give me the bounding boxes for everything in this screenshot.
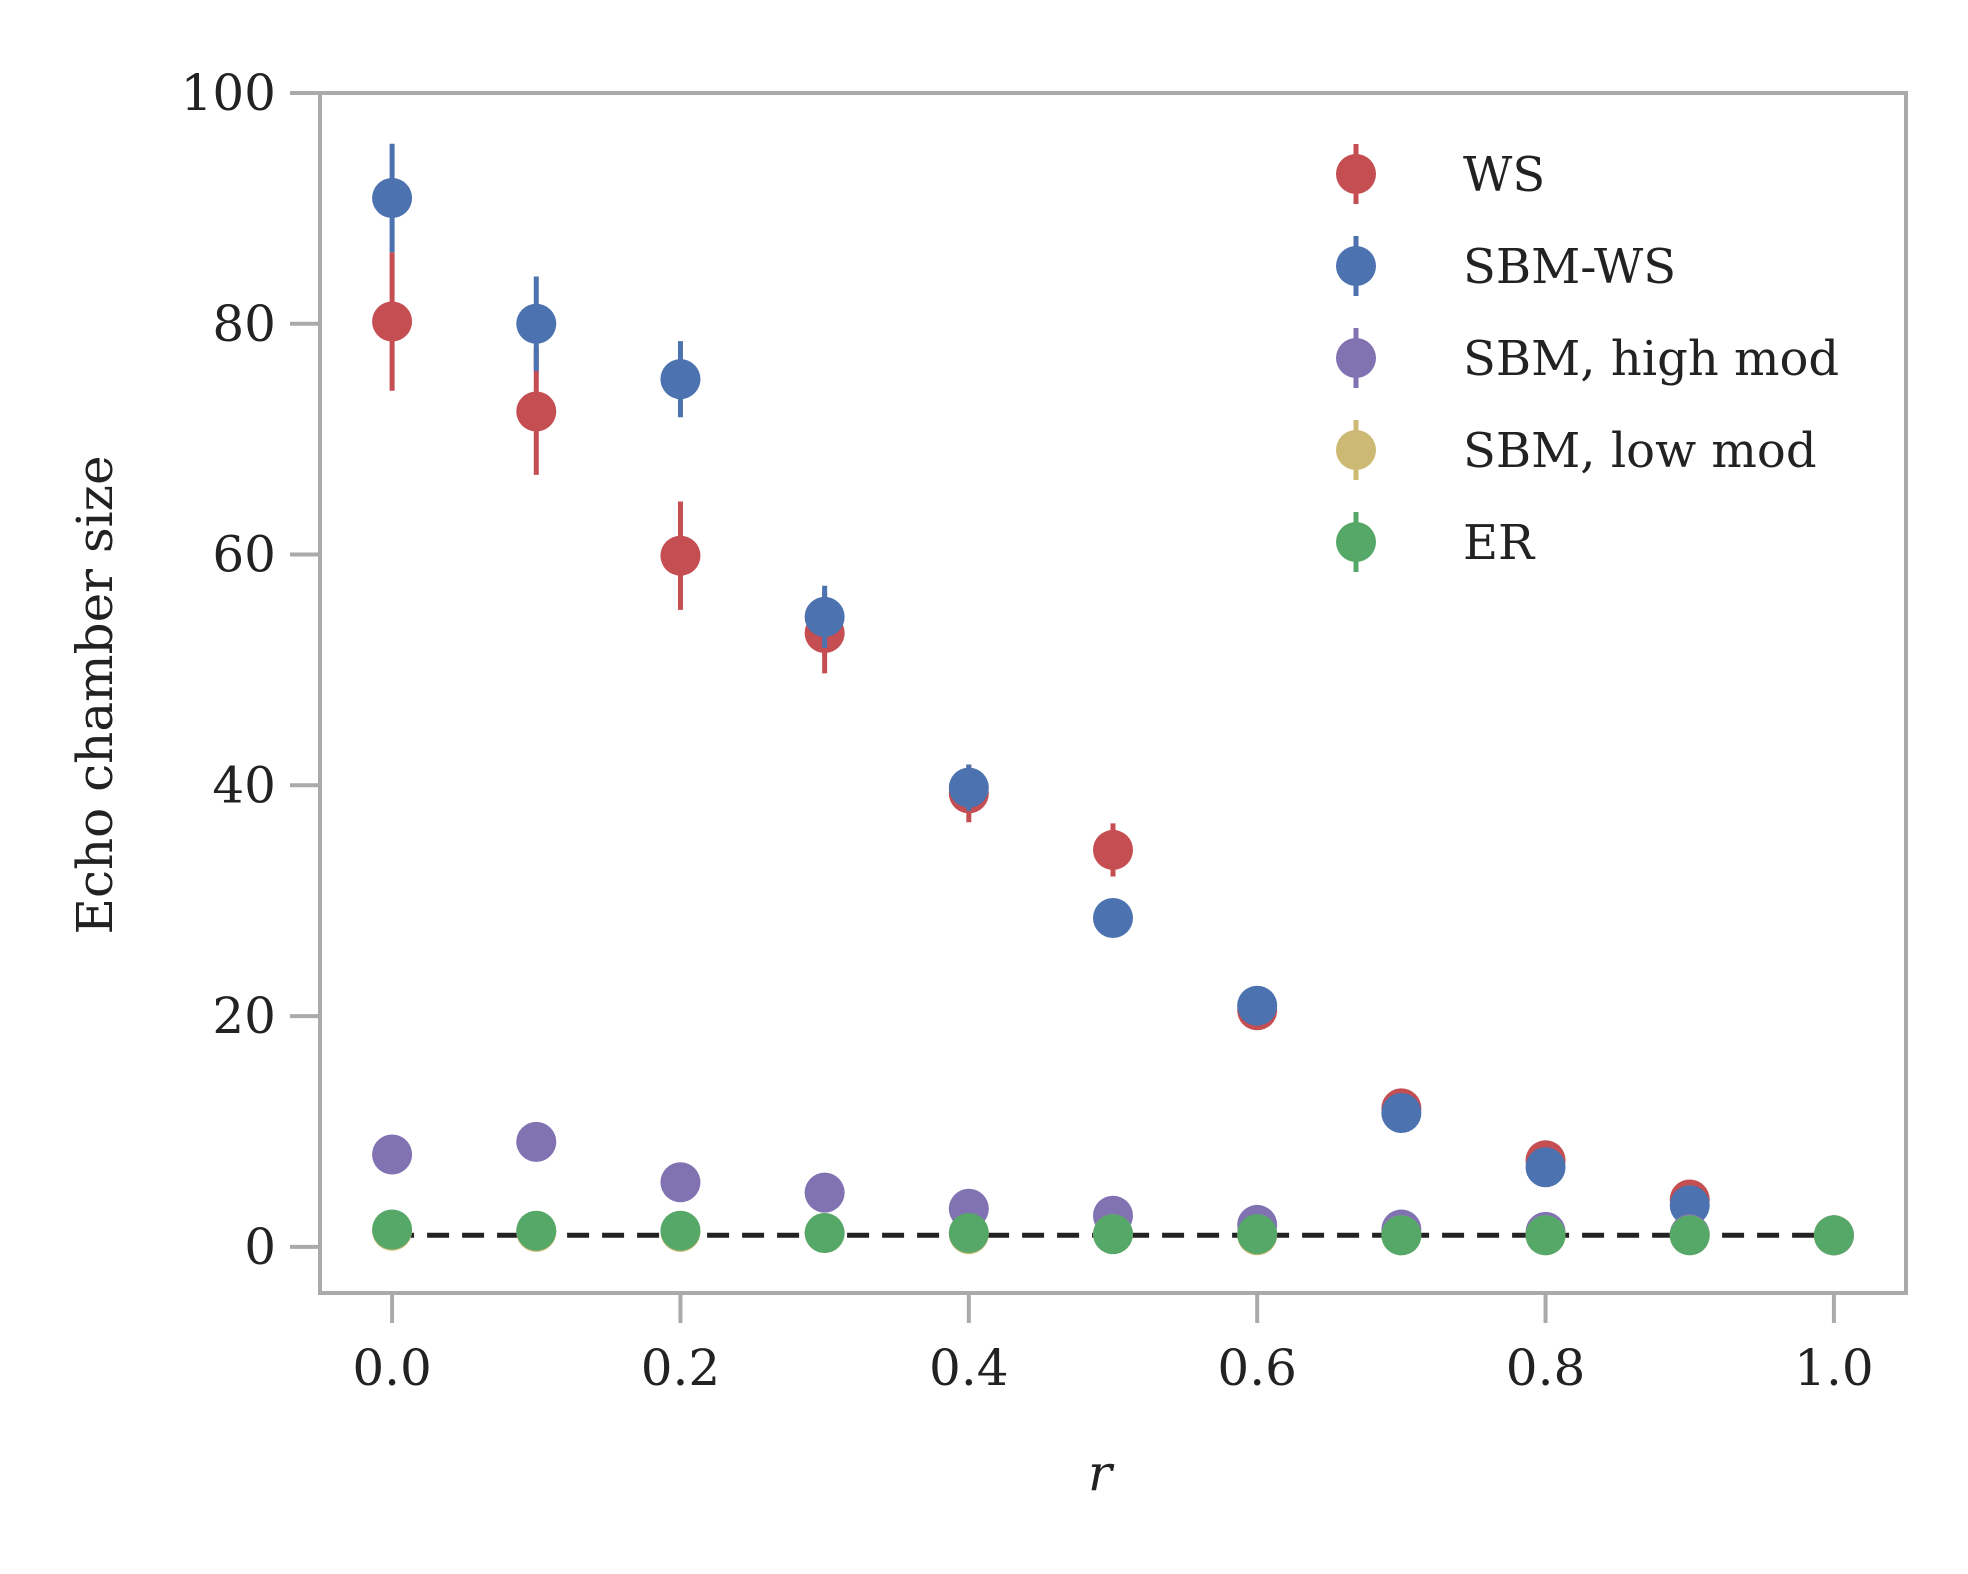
data-point <box>660 535 701 576</box>
data-point <box>516 391 557 432</box>
x-tick-label: 0.2 <box>641 1339 721 1397</box>
legend-marker <box>1336 246 1376 286</box>
data-point <box>660 1210 701 1251</box>
data-point <box>516 303 557 344</box>
data-point <box>1669 1185 1710 1226</box>
legend-label: SBM, low mod <box>1463 423 1817 479</box>
data-point <box>1237 1214 1278 1255</box>
legend-marker <box>1336 430 1376 470</box>
data-point <box>1525 1215 1566 1256</box>
data-point <box>1381 1093 1422 1133</box>
x-tick-label: 0.6 <box>1217 1339 1297 1397</box>
data-point <box>1525 1147 1566 1188</box>
data-point <box>804 1213 845 1253</box>
data-point <box>804 596 845 637</box>
y-tick-label: 60 <box>212 526 276 584</box>
legend-marker <box>1336 338 1376 378</box>
data-point <box>516 1210 557 1251</box>
plot-frame <box>318 91 1908 1295</box>
data-point <box>372 1134 413 1175</box>
legend: WS SBM-WS SBM, high mod SBM, low mod ER <box>1336 144 1839 572</box>
data-point <box>1813 1215 1854 1256</box>
legend-marker <box>1336 154 1376 194</box>
data-point <box>372 301 413 342</box>
x-tick-label: 1.0 <box>1794 1339 1874 1397</box>
x-tick-label: 0.4 <box>929 1339 1009 1397</box>
data-point <box>1093 1214 1133 1255</box>
y-tick-label: 80 <box>212 295 276 353</box>
y-tick-label: 40 <box>212 756 276 814</box>
data-point <box>660 1162 701 1203</box>
x-axis-ticks: 0.0 0.2 0.4 0.6 0.8 1.0 <box>352 1293 1874 1397</box>
data-point <box>1381 1215 1422 1256</box>
x-axis-label: r <box>1088 1444 1115 1502</box>
y-axis-ticks: 0 20 40 60 80 100 <box>181 64 320 1276</box>
legend-label: SBM-WS <box>1463 239 1676 295</box>
data-point <box>804 1172 845 1213</box>
y-tick-label: 20 <box>212 987 276 1045</box>
data-point <box>516 1121 557 1162</box>
x-tick-label: 0.8 <box>1506 1339 1586 1397</box>
plot-layer <box>318 91 1908 1295</box>
series-er <box>372 1209 1854 1256</box>
y-axis-label: Echo chamber size <box>66 455 124 934</box>
data-point <box>1093 898 1133 938</box>
legend-label: ER <box>1463 515 1536 571</box>
data-point <box>372 178 413 218</box>
legend-label: SBM, high mod <box>1463 331 1839 387</box>
y-tick-label: 100 <box>181 64 276 122</box>
data-point <box>1669 1215 1710 1256</box>
data-point <box>372 1209 413 1250</box>
data-point <box>660 359 701 400</box>
data-point <box>948 1213 989 1253</box>
y-tick-label: 0 <box>244 1218 276 1276</box>
data-point <box>948 767 989 808</box>
series-ws <box>372 252 1854 1256</box>
x-tick-label: 0.0 <box>352 1339 432 1397</box>
series-sbm-ws <box>372 143 1854 1256</box>
legend-label: WS <box>1463 147 1545 203</box>
data-point <box>1093 829 1133 870</box>
legend-marker <box>1336 522 1376 562</box>
data-point <box>1237 985 1278 1026</box>
